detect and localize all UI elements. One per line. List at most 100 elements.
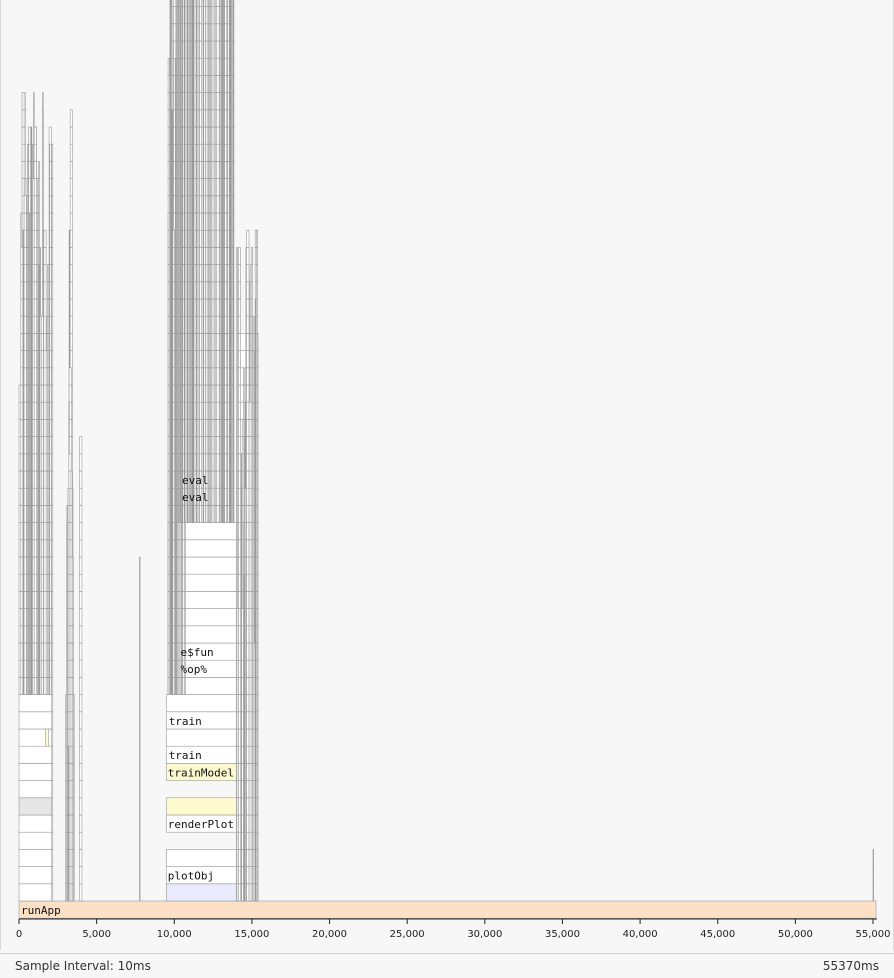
left-spike-54-16[interactable] [24,609,26,626]
left-spike-57-21[interactable] [33,523,34,540]
left-spike-51-29[interactable] [30,385,31,402]
left-spike-51-15[interactable] [30,626,31,643]
main-left-spike-34-42[interactable] [171,161,172,178]
left-spike-59-17[interactable] [50,591,52,608]
main-top-spike-17-50[interactable] [193,24,194,41]
main-left-spike-27-41[interactable] [173,179,174,196]
main-left-spike-34-46[interactable] [171,93,172,110]
c2-spike-17-15[interactable] [71,626,72,643]
left-spike-54-24[interactable] [24,471,26,488]
c2-spike-15-14[interactable] [68,643,69,660]
left-spike-57-19[interactable] [33,557,34,574]
left-spike-30-39[interactable] [21,213,22,230]
c2-spike-14-15[interactable] [67,626,68,643]
spike-7800-9[interactable] [139,729,140,746]
left-spike-53-25[interactable] [47,454,49,471]
left-spike-8-45[interactable] [24,110,25,127]
left-spike-53-28[interactable] [47,402,49,419]
left-spike-50-31[interactable] [23,351,24,368]
left-spike-51-27[interactable] [30,419,31,436]
c2-spike-17-0[interactable] [71,884,72,901]
left-spike-49-20[interactable] [31,540,32,557]
main-left-spike-23-23[interactable] [172,488,173,505]
main-top-spike-2-22[interactable] [181,505,182,522]
c2-spike-3-30[interactable] [69,368,71,385]
left-spike-42-29[interactable] [27,385,28,402]
left-spike-42-18[interactable] [27,574,28,591]
left-spike-48-29[interactable] [42,385,44,402]
left-tall-31[interactable] [52,351,53,368]
left-spike-48-17[interactable] [42,591,44,608]
left-spike-48-21[interactable] [42,523,44,540]
left-tall-21[interactable] [52,523,53,540]
main-left-spike-34-29[interactable] [171,385,172,402]
left-spike-4-36[interactable] [40,265,41,282]
c2-thin-2[interactable] [80,849,82,866]
left-spike-50-25[interactable] [23,454,24,471]
left-spike-59-28[interactable] [50,402,52,419]
main-left-spike-26-23[interactable] [175,488,176,505]
left-spike-42-20[interactable] [27,540,28,557]
c2-spike-14-4[interactable] [67,815,68,832]
main-top-spike-2-51[interactable] [181,7,182,24]
left-spike-44-29[interactable] [39,385,40,402]
c2-spike-14-0[interactable] [67,884,68,901]
left-spike-57-26[interactable] [33,437,34,454]
left-spike-47-35[interactable] [42,282,43,299]
left-spike-44-26[interactable] [39,437,40,454]
left-spike-49-32[interactable] [31,333,32,350]
left-tall-34[interactable] [52,299,53,316]
main-left-spike-23-36[interactable] [172,265,173,282]
main-top-spike-2-28[interactable] [181,402,182,419]
main-left-spike-26-28[interactable] [175,402,176,419]
main-top-spike-2-50[interactable] [181,24,182,41]
main-left-spike-34-27[interactable] [171,419,172,436]
left-spike-51-19[interactable] [30,557,31,574]
main-left-spike-26-40[interactable] [175,196,176,213]
c2-spike-15-12[interactable] [68,677,69,694]
main-left-spike-34-23[interactable] [171,488,172,505]
left-spike-59-37[interactable] [50,247,52,264]
left-spike-51-33[interactable] [30,316,31,333]
left-spike-47-36[interactable] [42,265,43,282]
left-spike-57-40[interactable] [33,196,34,213]
spike-7800-2[interactable] [139,849,140,866]
left-spike-49-35[interactable] [31,282,32,299]
main-left-spike-34-37[interactable] [171,247,172,264]
left-spike-54-21[interactable] [24,523,26,540]
main-left-spike-27-44[interactable] [173,127,174,144]
left-spike-49-37[interactable] [31,247,32,264]
c2-spike-14-3[interactable] [67,832,68,849]
left-spike-49-28[interactable] [31,402,32,419]
left-spike-54-17[interactable] [24,591,26,608]
left-tall-28[interactable] [52,402,53,419]
left-spike-42-30[interactable] [27,368,28,385]
left-spike-16-40[interactable] [38,196,39,213]
left-spike-42-31[interactable] [27,351,28,368]
left-spike-16-42[interactable] [38,161,39,178]
main-left-spike-38-19[interactable] [178,557,179,574]
left-spike-54-39[interactable] [24,213,26,230]
main-top-spike-17-32[interactable] [193,333,194,350]
left-tall-9[interactable] [52,729,53,746]
main-left-spike-26-46[interactable] [175,93,176,110]
left-spike-51-30[interactable] [30,368,31,385]
c2-spike-15-17[interactable] [68,591,69,608]
c2-spike-17-20[interactable] [71,540,72,557]
spike-7800-7[interactable] [139,763,140,780]
left-spike-42-33[interactable] [27,316,28,333]
main-top-spike-17-30[interactable] [193,368,194,385]
left-spike-51-37[interactable] [30,247,31,264]
main-left-spike-32-29[interactable] [169,385,170,402]
c2-tall-33[interactable] [70,316,72,333]
left-spike-53-16[interactable] [47,609,49,626]
main-top-spike-17-47[interactable] [193,75,194,92]
main-left-spike-26-17[interactable] [175,591,176,608]
left-spike-57-41[interactable] [33,179,34,196]
left-spike-24-40[interactable] [29,196,31,213]
main-left-spike-26-47[interactable] [175,75,176,92]
main-left-spike-23-21[interactable] [172,523,173,540]
left-spike-58-34[interactable] [44,299,46,316]
left-spike-57-23[interactable] [33,488,34,505]
